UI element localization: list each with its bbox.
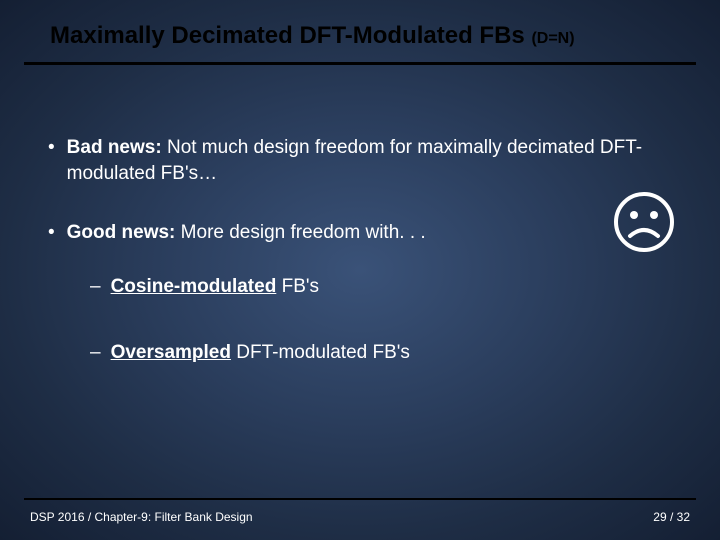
bullet-text: Bad news: Not much design freedom for ma… (67, 135, 672, 186)
sub-bullet-rest: DFT-modulated FB's (231, 342, 410, 363)
sub-bullet-text: Cosine-modulated FB's (111, 276, 319, 298)
bullet-dot: • (48, 220, 55, 246)
bullet-bad-news: • Bad news: Not much design freedom for … (48, 135, 672, 186)
bullet-good-news: • Good news: More design freedom with. .… (48, 220, 672, 246)
bullet-text: Good news: More design freedom with. . . (67, 220, 672, 246)
sub-bullet-dash: – (90, 276, 101, 298)
bullet-label: Good news: (67, 222, 176, 243)
sub-bullet-underline: Cosine-modulated (111, 276, 277, 297)
sub-bullet-rest: FB's (276, 276, 319, 297)
title-block: Maximally Decimated DFT-Modulated FBs (D… (0, 0, 720, 50)
page-title: Maximally Decimated DFT-Modulated FBs (50, 22, 531, 49)
bullet-body: More design freedom with. . . (175, 222, 425, 243)
sub-bullet-text: Oversampled DFT-modulated FB's (111, 342, 410, 364)
sub-bullet-oversampled: – Oversampled DFT-modulated FB's (90, 342, 672, 364)
sub-bullet-dash: – (90, 342, 101, 364)
page-title-sub: (D=N) (531, 30, 574, 47)
title-rule (24, 62, 696, 65)
footer-left: DSP 2016 / Chapter-9: Filter Bank Design (30, 510, 253, 524)
footer-rule (24, 498, 696, 500)
sub-bullets: – Cosine-modulated FB's – Oversampled DF… (90, 276, 672, 364)
footer-right: 29 / 32 (653, 510, 690, 524)
sub-bullet-cosine: – Cosine-modulated FB's (90, 276, 672, 298)
sub-bullet-underline: Oversampled (111, 342, 231, 363)
bullet-label: Bad news: (67, 137, 162, 158)
body: • Bad news: Not much design freedom for … (48, 135, 672, 408)
bullet-dot: • (48, 135, 55, 186)
sad-face-icon (612, 190, 676, 254)
